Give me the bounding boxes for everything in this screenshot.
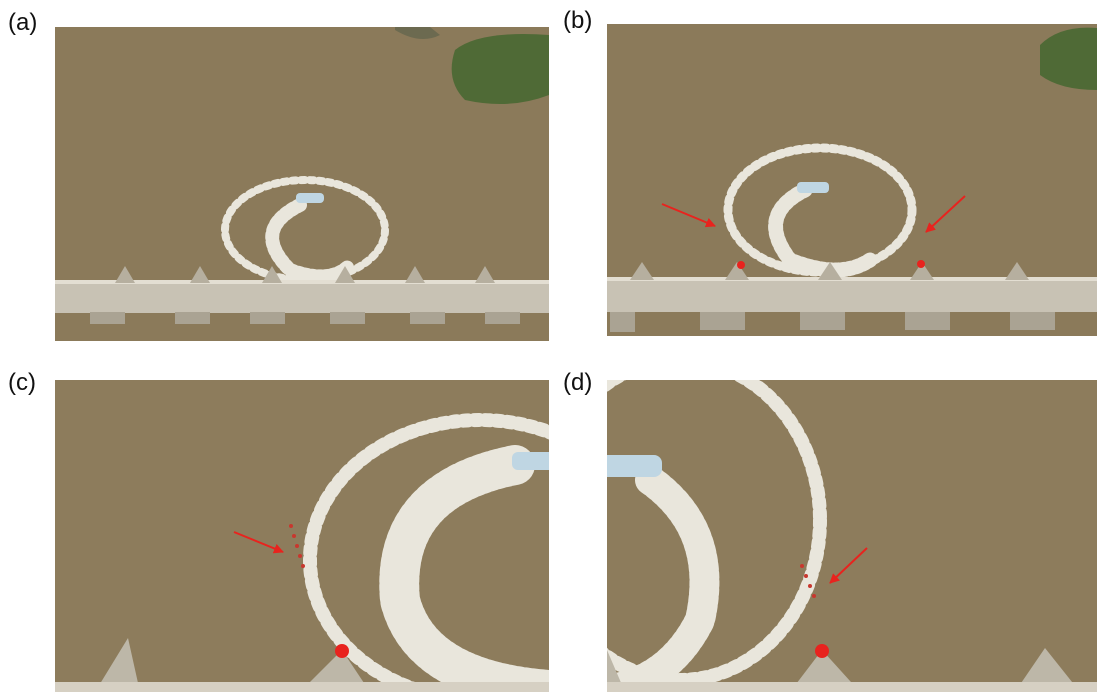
figure: (a) (b) (c) (d) xyxy=(0,0,1097,692)
photo xyxy=(607,24,1097,336)
panel-label: (d) xyxy=(563,369,592,396)
panel-label: (b) xyxy=(563,7,592,34)
panel-label: (c) xyxy=(8,369,36,396)
photo xyxy=(540,360,1097,692)
photo xyxy=(55,380,650,692)
photo xyxy=(55,27,549,341)
panel-label: (a) xyxy=(8,9,37,36)
